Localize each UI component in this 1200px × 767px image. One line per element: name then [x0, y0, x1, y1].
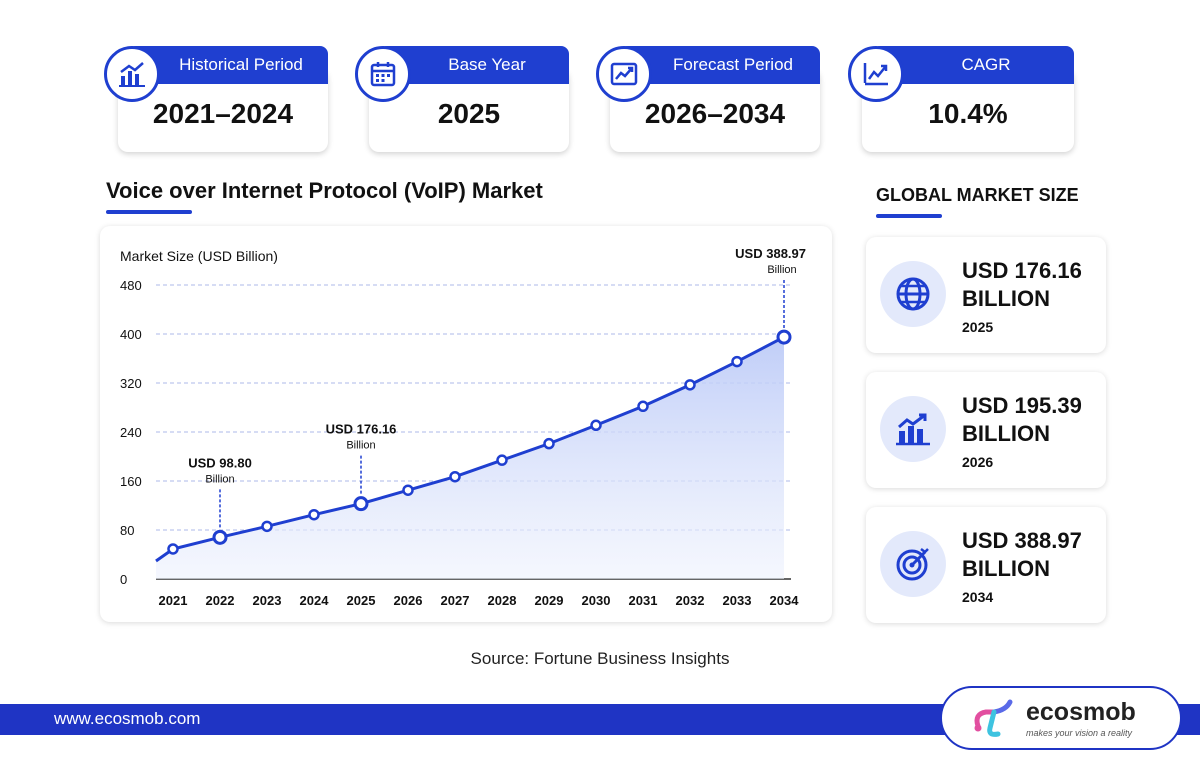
chart-card: Market Size (USD Billion) 0 80 160 240 320 40… [100, 226, 832, 622]
global-market-size-title: GLOBAL MARKET SIZE [876, 185, 1079, 205]
global-year: 2025 [962, 319, 994, 335]
annotation-value: USD 388.97 [735, 246, 806, 261]
data-point [590, 419, 602, 432]
stat-value: 2021–2024 [152, 98, 294, 129]
data-point [402, 484, 414, 496]
global-card: USD 176.16 BILLION 2025 [866, 237, 1106, 353]
y-tick-label: 160 [120, 474, 142, 489]
x-tick-label: 2022 [206, 593, 235, 608]
global-unit: BILLION [962, 286, 1050, 311]
data-point [308, 508, 320, 521]
source-note: Source: Fortune Business Insights [470, 649, 730, 668]
data-point [637, 400, 649, 413]
global-unit: BILLION [962, 421, 1050, 446]
global-card: USD 388.97 BILLION 2034 [866, 507, 1106, 623]
annotation-unit: Billion [767, 264, 796, 276]
x-tick-label: 2030 [582, 593, 611, 608]
annotation-unit: Billion [205, 473, 234, 485]
footer-url-link[interactable]: www.ecosmob.com [54, 709, 201, 728]
x-tick-label: 2023 [253, 593, 282, 608]
global-title-underline [876, 214, 942, 218]
stat-value: 10.4% [928, 98, 1008, 129]
globe-icon [880, 261, 946, 327]
growth-icon [848, 46, 904, 102]
x-tick-label: 2024 [300, 593, 330, 608]
target-icon [880, 531, 946, 597]
x-tick-label: 2021 [159, 593, 188, 608]
x-tick-label: 2027 [441, 593, 470, 608]
trend-chart-icon [596, 46, 652, 102]
x-tick-label: 2033 [723, 593, 752, 608]
stat-card-cagr: CAGR 10.4% [848, 46, 1074, 152]
data-point [261, 520, 273, 533]
x-tick-label: 2032 [676, 593, 705, 608]
data-point [776, 329, 792, 345]
data-point [353, 496, 369, 512]
bar-chart-icon [104, 46, 160, 102]
ecosmob-logo: ecosmob makes your vision a reality [940, 686, 1182, 750]
annotation-value: USD 98.80 [188, 455, 252, 470]
annotation-value: USD 176.16 [326, 422, 397, 437]
stat-card-forecast: Forecast Period 2026–2034 [596, 46, 820, 152]
data-point [167, 543, 179, 555]
y-axis-label: Market Size (USD Billion) [120, 248, 278, 264]
logo-brand-name: ecosmob [1026, 698, 1136, 726]
x-tick-label: 2034 [770, 593, 800, 608]
x-tick-label: 2025 [347, 593, 376, 608]
ecosmob-logo-mark-icon [974, 699, 1013, 737]
global-year: 2034 [962, 589, 994, 605]
line-chart: Market Size (USD Billion) 0 80 160 240 320 40… [120, 246, 806, 608]
data-point [543, 437, 555, 450]
stat-label: Forecast Period [620, 46, 820, 84]
x-tick-label: 2031 [629, 593, 658, 608]
data-point [496, 454, 508, 466]
y-tick-label: 240 [120, 425, 142, 440]
global-card: USD 195.39 BILLION 2026 [866, 372, 1106, 488]
stat-card-historical: Historical Period 2021–2024 [104, 46, 328, 152]
global-year: 2026 [962, 454, 994, 470]
page-title: Voice over Internet Protocol (VoIP) Mark… [106, 178, 543, 203]
logo-tagline: makes your vision a reality [1026, 728, 1133, 738]
stat-label: Historical Period [128, 46, 328, 84]
y-tick-label: 480 [120, 278, 142, 293]
annotation-unit: Billion [346, 440, 375, 452]
global-amount: USD 195.39 [962, 393, 1082, 418]
stat-value: 2026–2034 [644, 98, 786, 129]
data-point [684, 379, 696, 391]
global-amount: USD 388.97 [962, 528, 1082, 553]
y-tick-label: 80 [120, 523, 134, 538]
calendar-icon [355, 46, 411, 102]
y-tick-label: 0 [120, 572, 127, 587]
x-tick-label: 2026 [394, 593, 423, 608]
global-amount: USD 176.16 [962, 258, 1082, 283]
data-point [212, 529, 228, 545]
x-tick-label: 2028 [488, 593, 517, 608]
y-tick-label: 320 [120, 376, 142, 391]
stat-card-base-year: Base Year 2025 [355, 46, 569, 152]
stat-label: CAGR [872, 46, 1074, 84]
y-tick-label: 400 [120, 327, 142, 342]
data-point [731, 355, 743, 368]
title-underline [106, 210, 192, 214]
data-point [449, 470, 461, 483]
x-tick-label: 2029 [535, 593, 564, 608]
global-unit: BILLION [962, 556, 1050, 581]
growth-bars-icon [880, 396, 946, 462]
stat-value: 2025 [437, 98, 501, 129]
